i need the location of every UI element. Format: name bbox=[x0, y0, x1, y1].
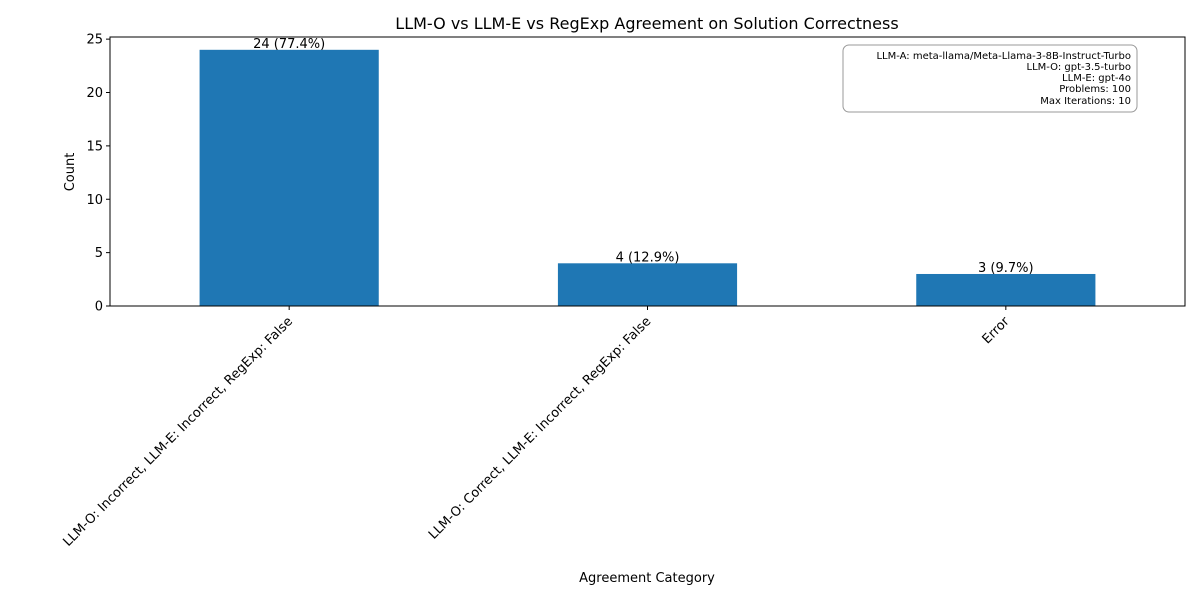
bars-group: 24 (77.4%) 4 (12.9%) 3 (9.7%) bbox=[199, 37, 1096, 307]
plot-frame bbox=[109, 36, 1186, 307]
bar-value-label-2: 3 (9.7%) bbox=[978, 261, 1034, 276]
y-tick-label-3: 15 bbox=[86, 139, 103, 154]
chart-title: LLM-O vs LLM-E vs RegExp Agreement on So… bbox=[395, 14, 898, 33]
y-tick-label-1: 5 bbox=[95, 246, 103, 261]
bar-value-label-0: 24 (77.4%) bbox=[253, 37, 325, 52]
info-box-frame bbox=[842, 44, 1138, 113]
x-axis: LLM-O: Incorrect, LLM-E: Incorrect, RegE… bbox=[60, 306, 1013, 550]
bar-2 bbox=[916, 273, 1096, 306]
info-line-llm-o: LLM-O: gpt-3.5-turbo bbox=[1027, 62, 1131, 73]
info-line-problems: Problems: 100 bbox=[1059, 84, 1131, 95]
bar-1 bbox=[557, 263, 738, 306]
y-tick-label-0: 0 bbox=[95, 300, 103, 315]
x-tick-label-0: LLM-O: Incorrect, LLM-E: Incorrect, RegE… bbox=[60, 314, 296, 550]
info-line-max-iterations: Max Iterations: 10 bbox=[1040, 96, 1131, 107]
y-tick-label-4: 20 bbox=[86, 86, 103, 101]
y-tick-label-5: 25 bbox=[86, 33, 103, 48]
y-axis-label: Count bbox=[63, 153, 78, 192]
x-tick-label-1: LLM-O: Correct, LLM-E: Incorrect, RegExp… bbox=[426, 314, 654, 542]
bar-0 bbox=[199, 49, 379, 307]
y-axis: 0 5 10 15 20 25 bbox=[86, 33, 110, 315]
info-box: LLM-A: meta-llama/Meta-Llama-3-8B-Instru… bbox=[842, 44, 1138, 113]
x-axis-label: Agreement Category bbox=[579, 571, 715, 586]
y-tick-label-2: 10 bbox=[86, 193, 103, 208]
x-tick-label-2: Error bbox=[980, 314, 1013, 347]
bar-value-label-1: 4 (12.9%) bbox=[616, 250, 680, 265]
info-line-llm-a: LLM-A: meta-llama/Meta-Llama-3-8B-Instru… bbox=[876, 51, 1131, 62]
info-line-llm-e: LLM-E: gpt-4o bbox=[1062, 73, 1131, 84]
